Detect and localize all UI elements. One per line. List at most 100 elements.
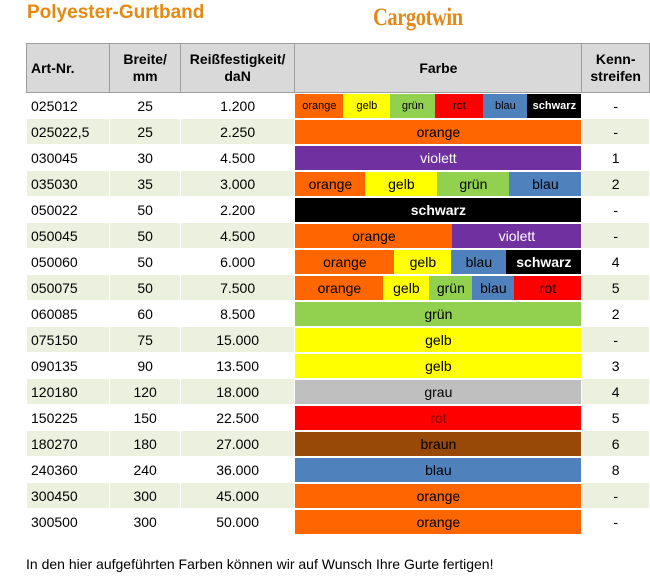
cell-kennstreifen: - [581, 222, 650, 249]
color-segments: orange [295, 483, 582, 508]
cell-kennstreifen: 6 [581, 430, 650, 457]
color-segment-orange: orange [295, 93, 344, 118]
color-segments: orange [295, 119, 582, 144]
color-segment-grau: grau [295, 379, 582, 404]
cell-kennstreifen: 5 [581, 274, 650, 301]
cell-kennstreifen: 3 [581, 352, 650, 379]
table-row: 300500 300 50.000 orange - [25, 508, 650, 535]
col-header-festigkeit-line1: Reißfestigkeit/ [189, 51, 286, 67]
table-row: 060085 60 8.500 grün 2 [25, 300, 650, 327]
color-segments: orange gelb grün rot blau schwarz [295, 93, 582, 118]
color-segments: orange gelb grün blau [295, 171, 582, 196]
product-table: Art-Nr. Breite/ mm Reißfestigkeit/ daN F… [25, 43, 650, 535]
footer-note: In den hier aufgeführten Farben können w… [26, 556, 494, 572]
brand-logo: Cargotwin [373, 4, 463, 31]
cell-kennstreifen: - [581, 196, 650, 223]
col-header-festigkeit: Reißfestigkeit/ daN [179, 43, 296, 93]
cell-breite: 180 [109, 430, 181, 457]
table-row: 300450 300 45.000 orange - [25, 482, 650, 509]
color-segment-rot: rot [295, 405, 582, 430]
cell-kennstreifen: 4 [581, 378, 650, 405]
color-segment-violett: violett [295, 145, 582, 170]
cell-breite: 120 [109, 378, 181, 405]
color-segment-braun: braun [295, 431, 582, 456]
cell-breite: 35 [109, 170, 181, 197]
cell-farbe: orange violett [294, 222, 583, 249]
table-row: 035030 35 3.000 orange gelb grün blau 2 [25, 170, 650, 197]
color-segment-gelb: gelb [343, 93, 391, 118]
color-segment-schwarz: schwarz [527, 93, 582, 118]
cell-kennstreifen: 2 [581, 170, 650, 197]
cell-farbe: orange [294, 508, 583, 535]
cell-festigkeit: 8.500 [179, 300, 296, 327]
table-row: 050022 50 2.200 schwarz - [25, 196, 650, 223]
color-segments: schwarz [295, 197, 582, 222]
table-row: 240360 240 36.000 blau 8 [25, 456, 650, 483]
color-segments: orange gelb grün blau rot [295, 275, 582, 300]
cell-farbe: orange [294, 118, 583, 145]
color-segments: gelb [295, 353, 582, 378]
color-segment-gelb: gelb [295, 353, 582, 378]
cell-kennstreifen: 2 [581, 300, 650, 327]
cell-festigkeit: 45.000 [179, 482, 296, 509]
table-row: 050060 50 6.000 orange gelb blau schwarz 4 [25, 248, 650, 275]
cell-farbe: orange gelb blau schwarz [294, 248, 583, 275]
cell-breite: 25 [109, 92, 181, 119]
color-segment-rot: rot [435, 93, 484, 118]
col-header-breite: Breite/ mm [109, 43, 181, 93]
cell-festigkeit: 7.500 [179, 274, 296, 301]
table-row: 050045 50 4.500 orange violett - [25, 222, 650, 249]
color-segment-violett: violett [452, 223, 582, 248]
color-segment-orange: orange [295, 509, 582, 534]
cell-art-nr: 075150 [25, 326, 111, 353]
color-segment-orange: orange [295, 223, 453, 248]
color-segment-schwarz: schwarz [506, 249, 582, 274]
col-header-kenn: Kenn- streifen [581, 43, 650, 93]
cell-art-nr: 035030 [25, 170, 111, 197]
color-segments: orange [295, 509, 582, 534]
cell-breite: 75 [109, 326, 181, 353]
cell-farbe: rot [294, 404, 583, 431]
col-header-kenn-line2: streifen [590, 68, 641, 84]
color-segments: violett [295, 145, 582, 170]
cell-art-nr: 240360 [25, 456, 111, 483]
color-segments: blau [295, 457, 582, 482]
cell-farbe: blau [294, 456, 583, 483]
cell-farbe: gelb [294, 352, 583, 379]
color-segment-blau: blau [483, 93, 528, 118]
color-segment-rot: rot [514, 275, 582, 300]
cell-festigkeit: 2.200 [179, 196, 296, 223]
cell-festigkeit: 13.500 [179, 352, 296, 379]
cell-festigkeit: 50.000 [179, 508, 296, 535]
color-segment-blau: blau [472, 275, 515, 300]
cell-festigkeit: 1.200 [179, 92, 296, 119]
cell-farbe: orange gelb grün rot blau schwarz [294, 92, 583, 119]
cell-farbe: grün [294, 300, 583, 327]
col-header-breite-line1: Breite/ [123, 51, 167, 67]
color-segment-blau: blau [509, 171, 582, 196]
cell-festigkeit: 36.000 [179, 456, 296, 483]
table-row: 025012 25 1.200 orange gelb grün rot blau schwar… [25, 92, 650, 119]
color-segments: grün [295, 301, 582, 326]
cell-art-nr: 090135 [25, 352, 111, 379]
color-segments: orange violett [295, 223, 582, 248]
color-segment-grün: grün [437, 171, 510, 196]
cell-kennstreifen: - [581, 92, 650, 119]
cell-art-nr: 150225 [25, 404, 111, 431]
cell-art-nr: 050022 [25, 196, 111, 223]
page-title: Polyester-Gurtband [27, 2, 205, 23]
cell-farbe: orange gelb grün blau [294, 170, 583, 197]
table-row: 075150 75 15.000 gelb - [25, 326, 650, 353]
color-segments: braun [295, 431, 582, 456]
cell-farbe: gelb [294, 326, 583, 353]
cell-festigkeit: 27.000 [179, 430, 296, 457]
color-segment-blau: blau [451, 249, 507, 274]
cell-farbe: schwarz [294, 196, 583, 223]
color-segment-blau: blau [295, 457, 582, 482]
cell-festigkeit: 15.000 [179, 326, 296, 353]
color-segment-orange: orange [295, 171, 366, 196]
table-body: 025012 25 1.200 orange gelb grün rot blau schwar… [25, 92, 650, 535]
table-row: 120180 120 18.000 grau 4 [25, 378, 650, 405]
col-header-kenn-line1: Kenn- [595, 51, 636, 67]
cell-kennstreifen: 8 [581, 456, 650, 483]
